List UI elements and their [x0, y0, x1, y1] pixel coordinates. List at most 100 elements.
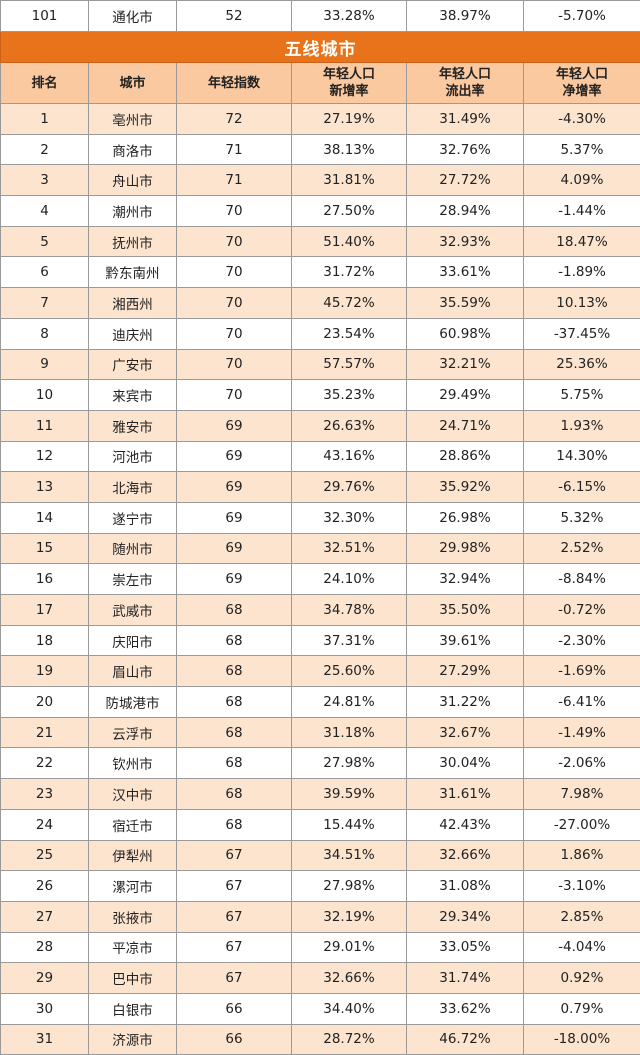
new-rate-cell: 32.19% — [292, 901, 407, 932]
rank-cell: 9 — [1, 349, 89, 380]
out-rate-cell: 29.98% — [407, 533, 524, 564]
net-rate-cell: -18.00% — [524, 1024, 640, 1055]
index-cell: 68 — [177, 625, 292, 656]
out-rate-cell: 31.49% — [407, 104, 524, 135]
index-cell: 68 — [177, 595, 292, 626]
rank-cell: 2 — [1, 134, 89, 165]
new-rate-cell: 31.18% — [292, 717, 407, 748]
new-rate-cell: 31.72% — [292, 257, 407, 288]
net-rate-cell: -0.72% — [524, 595, 640, 626]
net-rate-cell: 0.92% — [524, 963, 640, 994]
net-rate-cell: -6.41% — [524, 687, 640, 718]
city-cell: 庆阳市 — [89, 625, 177, 656]
new-rate-cell: 27.98% — [292, 871, 407, 902]
index-cell: 67 — [177, 901, 292, 932]
section-title-row: 五线城市 — [1, 32, 640, 63]
city-cell: 抚州市 — [89, 226, 177, 257]
city-cell: 舟山市 — [89, 165, 177, 196]
out-rate-cell: 31.08% — [407, 871, 524, 902]
out-rate-cell: 32.93% — [407, 226, 524, 257]
new-rate-cell: 27.50% — [292, 196, 407, 227]
city-cell: 商洛市 — [89, 134, 177, 165]
header-index: 年轻指数 — [177, 63, 292, 104]
rank-cell: 23 — [1, 779, 89, 810]
new-rate-cell: 32.30% — [292, 502, 407, 533]
rank-cell: 8 — [1, 318, 89, 349]
rank-cell: 21 — [1, 717, 89, 748]
index-cell: 69 — [177, 410, 292, 441]
rank-cell: 22 — [1, 748, 89, 779]
net-rate-cell: 4.09% — [524, 165, 640, 196]
header-city: 城市 — [89, 63, 177, 104]
new-rate-cell: 51.40% — [292, 226, 407, 257]
net-rate-cell: -1.89% — [524, 257, 640, 288]
index-cell: 67 — [177, 871, 292, 902]
new-rate-cell: 33.28% — [292, 1, 407, 32]
city-cell: 迪庆州 — [89, 318, 177, 349]
net-rate-cell: 2.85% — [524, 901, 640, 932]
net-rate-cell: -2.30% — [524, 625, 640, 656]
rank-cell: 18 — [1, 625, 89, 656]
out-rate-cell: 31.22% — [407, 687, 524, 718]
rank-cell: 13 — [1, 472, 89, 503]
out-rate-cell: 46.72% — [407, 1024, 524, 1055]
header-new-rate: 年轻人口新增率 — [292, 63, 407, 104]
net-rate-cell: 5.75% — [524, 380, 640, 411]
out-rate-cell: 31.61% — [407, 779, 524, 810]
header-new-rate-line1: 年轻人口 — [292, 66, 406, 83]
out-rate-cell: 26.98% — [407, 502, 524, 533]
net-rate-cell: -3.10% — [524, 871, 640, 902]
net-rate-cell: -8.84% — [524, 564, 640, 595]
rank-cell: 26 — [1, 871, 89, 902]
out-rate-cell: 35.92% — [407, 472, 524, 503]
out-rate-cell: 28.94% — [407, 196, 524, 227]
net-rate-cell: -1.44% — [524, 196, 640, 227]
new-rate-cell: 29.76% — [292, 472, 407, 503]
rank-cell: 101 — [1, 1, 89, 32]
city-cell: 白银市 — [89, 993, 177, 1024]
index-cell: 70 — [177, 380, 292, 411]
rank-cell: 10 — [1, 380, 89, 411]
city-cell: 武威市 — [89, 595, 177, 626]
new-rate-cell: 27.98% — [292, 748, 407, 779]
rank-cell: 27 — [1, 901, 89, 932]
index-cell: 68 — [177, 748, 292, 779]
header-net-rate: 年轻人口净增率 — [524, 63, 640, 104]
out-rate-cell: 29.34% — [407, 901, 524, 932]
index-cell: 66 — [177, 1024, 292, 1055]
new-rate-cell: 15.44% — [292, 809, 407, 840]
rank-cell: 31 — [1, 1024, 89, 1055]
rank-cell: 29 — [1, 963, 89, 994]
net-rate-cell: -1.49% — [524, 717, 640, 748]
new-rate-cell: 32.51% — [292, 533, 407, 564]
new-rate-cell: 25.60% — [292, 656, 407, 687]
index-cell: 52 — [177, 1, 292, 32]
new-rate-cell: 37.31% — [292, 625, 407, 656]
header-out-rate: 年轻人口流出率 — [407, 63, 524, 104]
out-rate-cell: 33.05% — [407, 932, 524, 963]
city-cell: 河池市 — [89, 441, 177, 472]
city-cell: 巴中市 — [89, 963, 177, 994]
header-net-rate-line1: 年轻人口 — [524, 66, 640, 83]
new-rate-cell: 38.13% — [292, 134, 407, 165]
city-cell: 潮州市 — [89, 196, 177, 227]
city-cell: 张掖市 — [89, 901, 177, 932]
index-cell: 70 — [177, 349, 292, 380]
out-rate-cell: 35.59% — [407, 288, 524, 319]
new-rate-cell: 43.16% — [292, 441, 407, 472]
out-rate-cell: 29.49% — [407, 380, 524, 411]
index-cell: 68 — [177, 687, 292, 718]
out-rate-cell: 60.98% — [407, 318, 524, 349]
out-rate-cell: 39.61% — [407, 625, 524, 656]
